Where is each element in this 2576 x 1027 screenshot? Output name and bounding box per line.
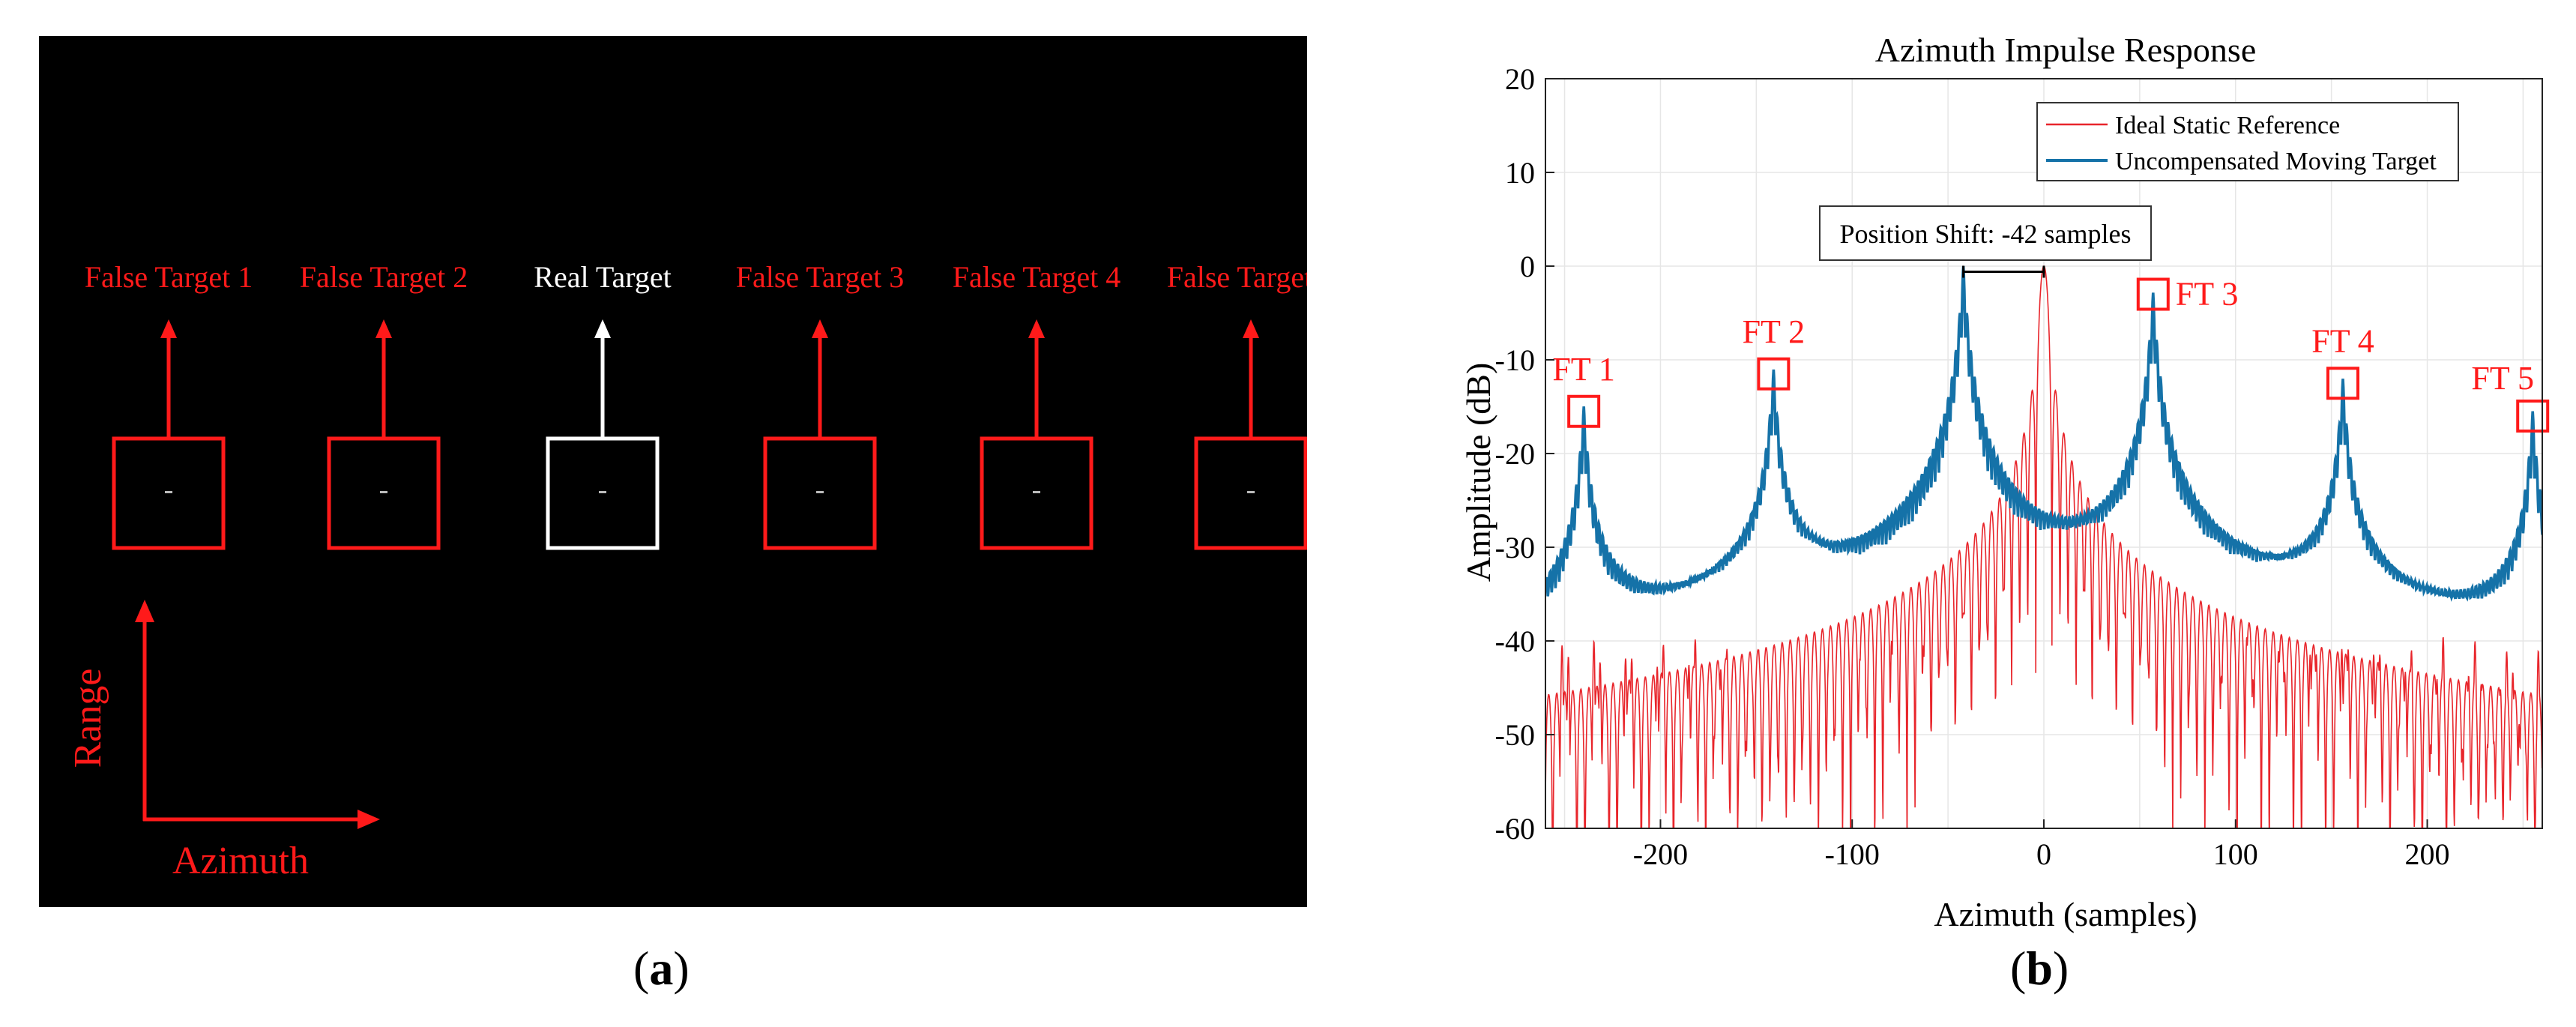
- target-arrowhead: [594, 319, 611, 338]
- x-tick-label: -100: [1825, 837, 1880, 871]
- target-point-return: [1247, 491, 1255, 493]
- x-tick-label: 0: [2036, 837, 2051, 871]
- sar-image: False Target 1 False Target 2 Real Target F…: [67, 260, 1335, 882]
- target-box: [763, 436, 877, 550]
- y-tick-label: -20: [1495, 437, 1535, 471]
- false-target-label: FT 3: [2176, 276, 2239, 313]
- y-tick-label: 0: [1520, 250, 1535, 283]
- target-label: Real Target: [534, 260, 671, 294]
- target-arrowhead: [1243, 319, 1259, 338]
- target-point-return: [165, 491, 172, 493]
- legend-entry-ideal: Ideal Static Reference: [2115, 112, 2340, 139]
- target-point-return: [1033, 491, 1040, 493]
- y-tick-label: -50: [1495, 718, 1535, 752]
- chart-grid: [1545, 78, 2542, 829]
- sar-image-panel: False Target 1 False Target 2 Real Target F…: [39, 36, 1335, 907]
- target-4: False Target 3: [736, 260, 905, 550]
- y-tick-label: -40: [1495, 624, 1535, 658]
- false-target-label: FT 5: [2471, 360, 2534, 397]
- azimuth-axis-label: Azimuth: [172, 840, 309, 882]
- x-tick-label: 200: [2405, 837, 2450, 871]
- y-tick-label: 10: [1505, 156, 1535, 190]
- target-3: Real Target: [534, 260, 672, 550]
- caption-a: (a): [633, 942, 690, 995]
- target-label: False Target 1: [85, 260, 253, 294]
- position-shift-text: Position Shift: -42 samples: [1839, 219, 2131, 249]
- false-target-marker: [1567, 394, 1601, 428]
- target-2: False Target 2: [300, 260, 468, 550]
- caption-b: (b): [2010, 942, 2069, 995]
- series-uncompensated-moving-target: [1545, 265, 2542, 602]
- target-point-return: [380, 491, 387, 493]
- y-axis-label: Amplitude (dB): [1459, 363, 1497, 582]
- target-label: False Target 2: [300, 260, 468, 294]
- false-target-marker: [2136, 277, 2170, 311]
- target-arrowhead: [375, 319, 392, 338]
- target-box: [112, 436, 226, 550]
- target-point-return: [599, 491, 606, 493]
- target-arrowhead: [812, 319, 828, 338]
- chart-annotations: FT 1 FT 2 FT 3 FT 4 FT 5: [1552, 265, 2550, 433]
- y-tick-label: -10: [1495, 343, 1535, 377]
- legend-entry-moving: Uncompensated Moving Target: [2115, 148, 2437, 175]
- false-target-label: FT 2: [1743, 313, 1806, 350]
- x-axis-label: Azimuth (samples): [1934, 895, 2197, 933]
- range-arrowhead: [135, 600, 154, 622]
- x-tick-label: 100: [2213, 837, 2258, 871]
- y-tick-label: -60: [1495, 812, 1535, 846]
- false-target-marker: [2516, 400, 2550, 433]
- target-arrowhead: [160, 319, 177, 338]
- target-label: False Target 4: [953, 260, 1121, 294]
- target-6: False Target 5: [1167, 260, 1335, 550]
- impulse-response-chart: FT 1FT 2FT 3FT 4FT 5 -200 -100 0 100 2002010…: [1459, 31, 2550, 933]
- false-target-marker: [2326, 367, 2359, 400]
- target-label: False Target 5: [1167, 260, 1307, 294]
- impulse-response-panel: FT 1 FT 2 FT 3 FT 4 FT 5 -200 -100 0 100 200 20 10…: [1424, 22, 2576, 960]
- azimuth-arrowhead: [358, 810, 380, 829]
- false-target-label: FT 1: [1552, 351, 1615, 388]
- position-shift-box: Position Shift: -42 samples: [1819, 205, 2152, 261]
- target-1: False Target 1: [85, 260, 253, 550]
- target-box: [327, 436, 441, 550]
- y-tick-label: 20: [1505, 62, 1535, 96]
- false-target-marker: [1757, 357, 1791, 391]
- target-label: False Target 3: [736, 260, 905, 294]
- target-box: [546, 436, 660, 550]
- target-box: [980, 436, 1094, 550]
- chart-title: Azimuth Impulse Response: [1875, 31, 2257, 69]
- false-target-label: FT 4: [2311, 322, 2374, 359]
- target-5: False Target 4: [953, 260, 1121, 550]
- chart-legend: Ideal Static Reference Uncompensated Mov…: [2036, 102, 2459, 181]
- y-tick-label: -30: [1495, 531, 1535, 564]
- target-arrowhead: [1028, 319, 1045, 338]
- x-tick-label: -200: [1633, 837, 1688, 871]
- plot-frame: [1545, 78, 2543, 829]
- target-point-return: [816, 491, 824, 493]
- target-box: [1194, 436, 1308, 550]
- range-axis-label: Range: [67, 669, 109, 768]
